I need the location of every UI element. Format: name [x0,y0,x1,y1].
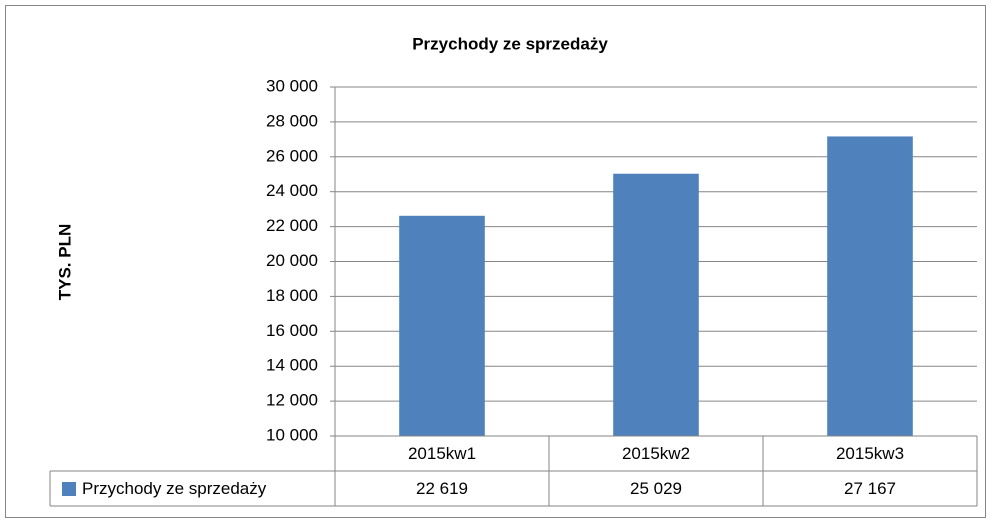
y-tick-label: 12 000 [266,391,318,410]
x-tick-label: 2015kw2 [622,444,690,463]
legend-key [62,482,76,496]
y-tick-label: 26 000 [266,146,318,165]
y-tick-label: 22 000 [266,216,318,235]
y-tick-label: 30 000 [266,76,318,95]
data-table-value: 25 029 [630,479,682,498]
y-tick-label: 10 000 [266,425,318,444]
y-tick-label: 24 000 [266,181,318,200]
bar [827,136,913,436]
y-tick-label: 14 000 [266,356,318,375]
bar [399,215,485,436]
y-tick-label: 16 000 [266,321,318,340]
x-tick-label: 2015kw1 [408,444,476,463]
y-tick-label: 18 000 [266,286,318,305]
data-table-value: 27 167 [844,479,896,498]
legend-label: Przychody ze sprzedaży [82,479,267,498]
y-tick-label: 20 000 [266,251,318,270]
bar [613,173,699,436]
data-table-value: 22 619 [416,479,468,498]
y-tick-label: 28 000 [266,111,318,130]
x-tick-label: 2015kw3 [836,444,904,463]
y-axis-title: TYS. PLN [55,224,74,301]
chart-title: Przychody ze sprzedaży [412,34,608,53]
